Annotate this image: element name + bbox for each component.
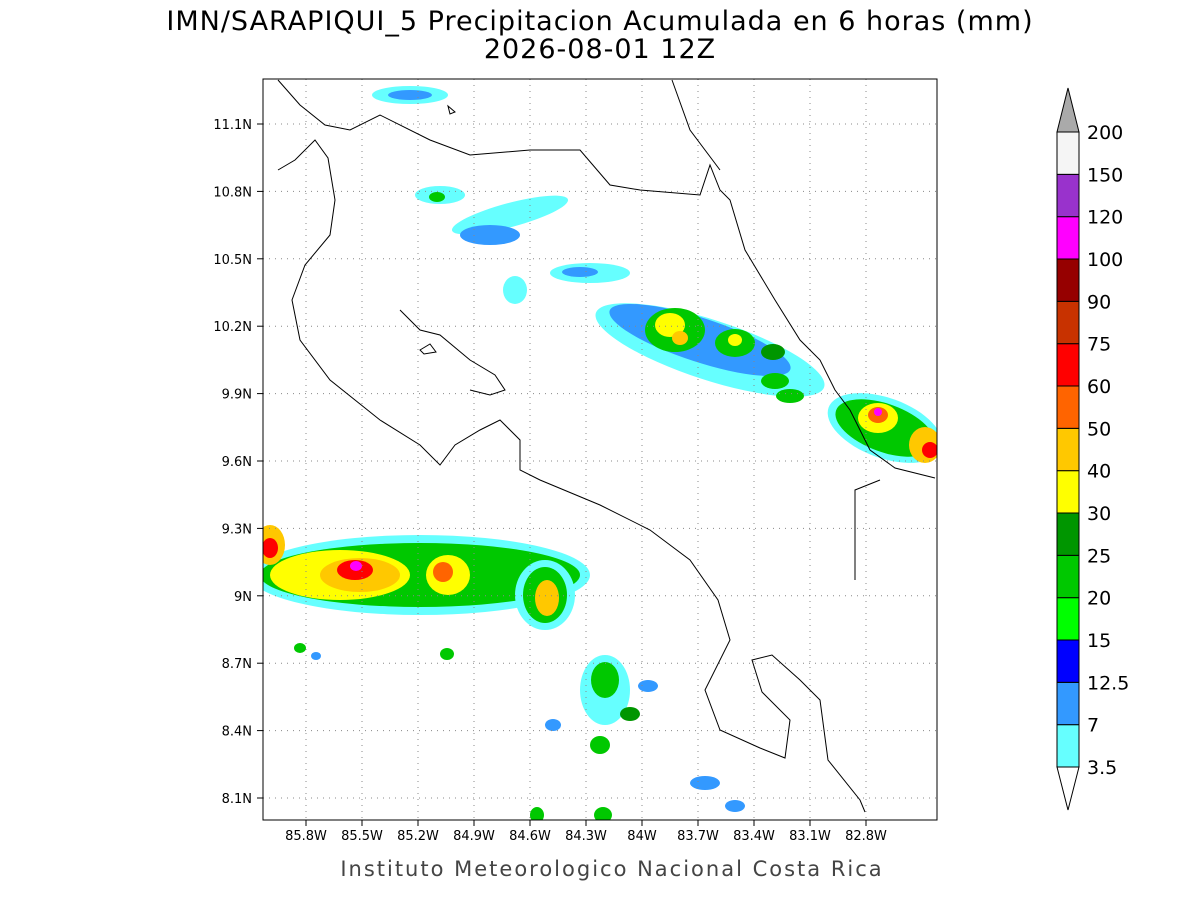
- colorbar-label: 75: [1087, 334, 1111, 356]
- lon-label: 83.4W: [733, 829, 775, 844]
- colorbar-segment: [1056, 470, 1080, 514]
- colorbar-over: [1056, 87, 1080, 133]
- lat-label: 9N: [234, 590, 252, 605]
- colorbar-segment: [1056, 131, 1080, 175]
- lon-label: 83.1W: [789, 829, 831, 844]
- colorbar-segment: [1056, 427, 1080, 472]
- lon-label: 85.8W: [285, 829, 327, 844]
- lat-label: 8.1N: [222, 792, 252, 807]
- colorbar-label: 25: [1087, 545, 1111, 567]
- colorbar-segment: [1056, 343, 1080, 387]
- colorbar: 3.5 7 12.5 15 20 25 30 40 50 60 75 90 100 120 150 200: [1056, 87, 1129, 811]
- colorbar-segment: [1056, 216, 1080, 260]
- plot-frame: [262, 78, 938, 821]
- colorbar-segment: [1056, 724, 1080, 768]
- colorbar-label: 15: [1087, 630, 1111, 652]
- lon-label: 84W: [627, 829, 657, 844]
- subtitle: 2026-08-01 12Z: [484, 34, 716, 65]
- colorbar-label: 90: [1087, 291, 1111, 313]
- colorbar-label: 30: [1087, 503, 1111, 525]
- colorbar-label: 12.5: [1087, 672, 1129, 694]
- colorbar-label: 50: [1087, 418, 1111, 440]
- colorbar-segment: [1056, 639, 1080, 683]
- lon-label: 85.5W: [341, 829, 383, 844]
- lat-label: 8.7N: [222, 657, 252, 672]
- colorbar-segment: [1056, 512, 1080, 556]
- colorbar-segment: [1056, 554, 1080, 599]
- coastlines: [277, 79, 936, 813]
- graticule: [263, 79, 937, 820]
- colorbar-segment: [1056, 173, 1080, 218]
- colorbar-label: 120: [1087, 207, 1123, 229]
- colorbar-segment: [1056, 300, 1080, 345]
- lon-label: 85.2W: [397, 829, 439, 844]
- lon-label: 82.8W: [845, 829, 887, 844]
- lon-label: 84.6W: [509, 829, 551, 844]
- lat-label: 9.6N: [222, 455, 252, 470]
- footer: Instituto Meteorologico Nacional Costa R…: [340, 857, 883, 881]
- lon-label: 84.9W: [453, 829, 495, 844]
- colorbar-label: 100: [1087, 249, 1123, 271]
- title: IMN/SARAPIQUI_5 Precipitacion Acumulada …: [166, 6, 1033, 37]
- lat-label: 10.2N: [213, 320, 252, 335]
- colorbar-label: 150: [1087, 164, 1123, 186]
- colorbar-label: 20: [1087, 588, 1111, 610]
- lat-label: 11.1N: [213, 118, 252, 133]
- colorbar-label: 40: [1087, 461, 1111, 483]
- colorbar-segment: [1056, 385, 1080, 429]
- lat-label: 8.4N: [222, 725, 252, 740]
- lat-label: 9.3N: [222, 522, 252, 537]
- lon-label: 84.3W: [565, 829, 607, 844]
- colorbar-segment: [1056, 681, 1080, 726]
- colorbar-segment: [1056, 258, 1080, 302]
- colorbar-label: 60: [1087, 376, 1111, 398]
- colorbar-under: [1056, 766, 1080, 811]
- colorbar-segment: [1056, 597, 1080, 641]
- plot-area: [263, 79, 937, 820]
- lat-label: 9.9N: [222, 388, 252, 403]
- colorbar-label: 3.5: [1087, 757, 1117, 779]
- colorbar-label: 7: [1087, 715, 1099, 737]
- lat-label: 10.8N: [213, 185, 252, 200]
- precipitation: [263, 86, 937, 820]
- colorbar-label: 200: [1087, 122, 1123, 144]
- lon-label: 83.7W: [677, 829, 719, 844]
- lat-label: 10.5N: [213, 253, 252, 268]
